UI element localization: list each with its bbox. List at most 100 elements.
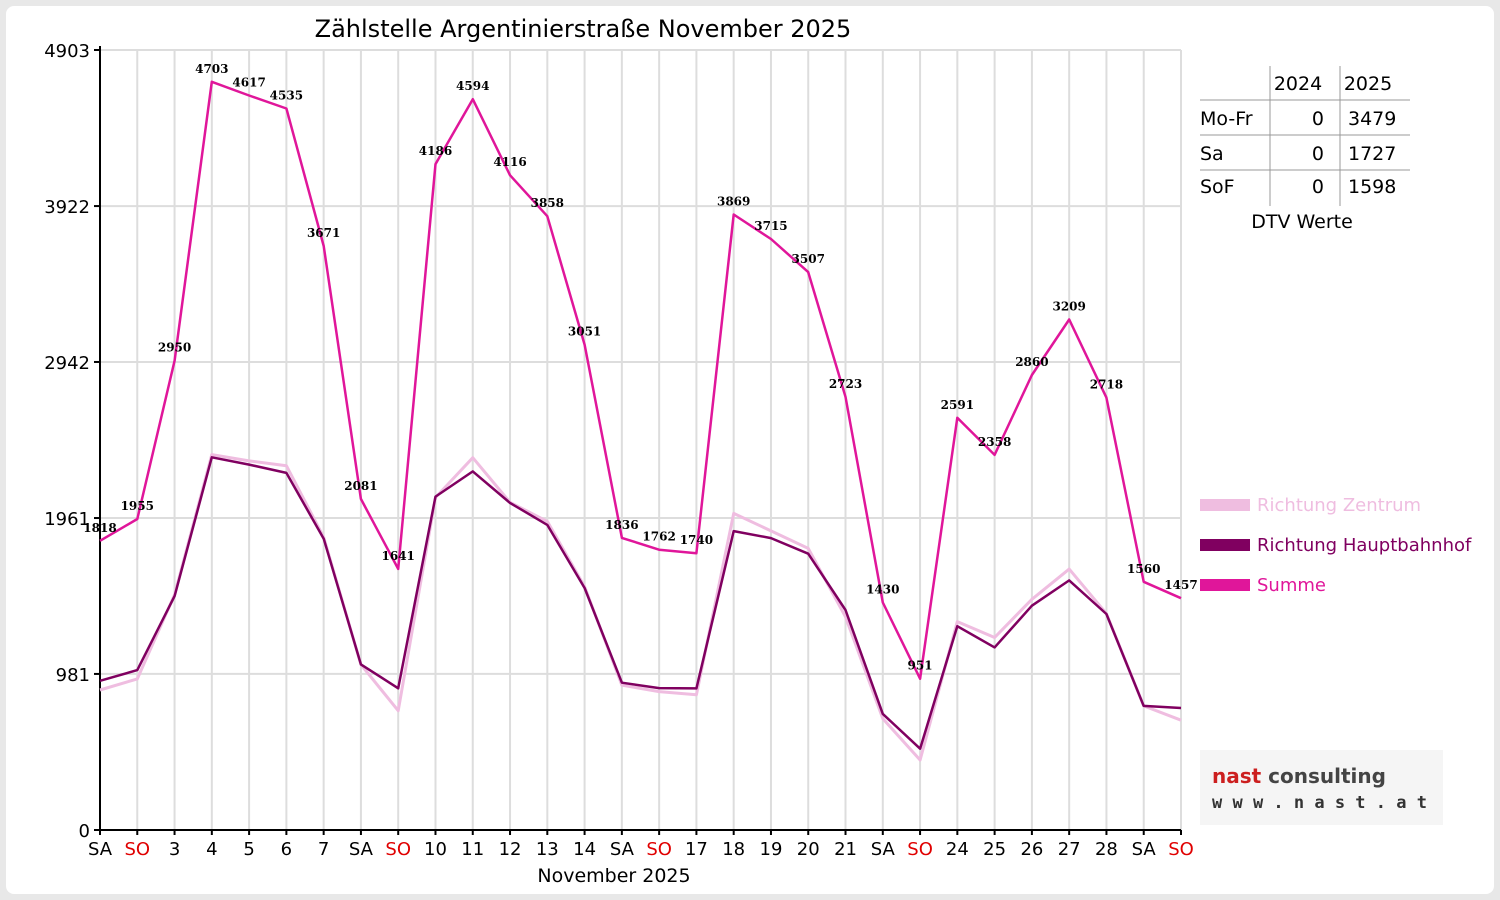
- x-tick-label: SO: [1168, 839, 1194, 860]
- data-label: 3869: [717, 194, 750, 208]
- data-label: 4116: [493, 155, 526, 169]
- x-tick-label: 12: [499, 839, 522, 860]
- data-label: 4535: [270, 89, 303, 103]
- data-label: 3671: [307, 226, 340, 240]
- svg-text:nast consulting: nast consulting: [1212, 764, 1386, 788]
- y-tick-label: 0: [79, 821, 90, 842]
- data-label: 1740: [680, 533, 713, 547]
- dtv-cell: 0: [1312, 176, 1324, 198]
- y-tick-label: 2942: [44, 353, 90, 374]
- dtv-table: 2024 2025 Mo-Fr 0 3479 Sa 0 1727 SoF 0 1…: [1200, 66, 1410, 233]
- data-labels: 1818 1955 2950 4703 4617 4535 3671 2081 1641 4186…: [83, 62, 1197, 673]
- x-tick-label: SA: [88, 839, 113, 860]
- x-tick-label: 4: [206, 839, 217, 860]
- x-tick-label: SA: [1132, 839, 1157, 860]
- x-tick-label: 20: [797, 839, 820, 860]
- data-label: 2358: [978, 435, 1011, 449]
- x-tick-label: 25: [983, 839, 1006, 860]
- data-label: 3209: [1052, 299, 1085, 313]
- x-tick-label: 14: [573, 839, 596, 860]
- x-tick-labels: SA SO 3 4 5 6 7 SA SO 10 11 12 13 14 SA SO 17 18 19 20 21 SA S…: [88, 839, 1194, 860]
- data-label: 3507: [792, 252, 825, 266]
- data-label: 4186: [419, 144, 452, 158]
- y-tick-label: 981: [56, 665, 90, 686]
- legend: Richtung Zentrum Richtung Hauptbahnhof S…: [1200, 495, 1472, 596]
- x-tick-label: 17: [685, 839, 708, 860]
- data-label: 1430: [866, 583, 899, 597]
- series-line-hauptbahnhof: [99, 456, 1182, 750]
- series-line-zentrum: [99, 453, 1182, 762]
- data-label: 2718: [1090, 378, 1123, 392]
- dtv-caption: DTV Werte: [1251, 211, 1353, 233]
- data-label: 2723: [829, 377, 862, 391]
- data-label: 2950: [158, 341, 191, 355]
- dtv-cell: 0: [1312, 108, 1324, 130]
- x-tick-label: 3: [169, 839, 180, 860]
- x-tick-label: 7: [318, 839, 329, 860]
- y-tick-label: 3922: [44, 197, 90, 218]
- dtv-row-label: Sa: [1200, 143, 1224, 165]
- data-label: 951: [908, 659, 933, 673]
- data-label: 4617: [232, 75, 265, 89]
- data-label: 1955: [121, 499, 154, 513]
- series-lines: [99, 80, 1182, 762]
- data-label: 2591: [941, 398, 974, 412]
- x-tick-label: SO: [385, 839, 411, 860]
- legend-label-summe: Summe: [1257, 575, 1326, 596]
- data-label: 4594: [456, 79, 489, 93]
- x-tick-label: SO: [124, 839, 150, 860]
- dtv-cell: 3479: [1348, 108, 1396, 130]
- y-tick-label: 4903: [44, 41, 90, 62]
- data-label: 2081: [344, 479, 377, 493]
- dtv-cell: 0: [1312, 143, 1324, 165]
- data-label: 1762: [642, 530, 675, 544]
- data-label: 1818: [83, 521, 116, 535]
- data-label: 1560: [1127, 562, 1160, 576]
- axes: [94, 46, 1182, 835]
- data-label: 3715: [754, 219, 787, 233]
- dtv-cell: 1598: [1348, 176, 1396, 198]
- y-tick-labels: 0 981 1961 2942 3922 4903: [44, 41, 90, 842]
- legend-swatch-summe: [1200, 579, 1250, 591]
- dtv-row-label: SoF: [1200, 176, 1235, 198]
- data-label: 2860: [1015, 355, 1048, 369]
- x-axis-title: November 2025: [537, 865, 690, 887]
- x-tick-label: SA: [871, 839, 896, 860]
- x-tick-label: 5: [243, 839, 254, 860]
- dtv-row-label: Mo-Fr: [1200, 108, 1253, 130]
- legend-swatch-hauptbahnhof: [1200, 539, 1250, 551]
- logo-word-nast: nast: [1212, 764, 1262, 788]
- x-tick-label: 18: [722, 839, 745, 860]
- legend-label-zentrum: Richtung Zentrum: [1257, 495, 1421, 516]
- data-label: 4703: [195, 62, 228, 76]
- chart-title: Zählstelle Argentinierstraße November 20…: [315, 15, 852, 43]
- series-line-summe: [99, 80, 1182, 680]
- x-tick-label: 26: [1020, 839, 1043, 860]
- x-tick-label: SA: [610, 839, 635, 860]
- x-tick-label: SO: [646, 839, 672, 860]
- x-tick-label: SA: [349, 839, 374, 860]
- y-tick-label: 1961: [44, 509, 90, 530]
- x-tick-label: 27: [1058, 839, 1081, 860]
- legend-label-hauptbahnhof: Richtung Hauptbahnhof: [1257, 535, 1472, 556]
- dtv-header-2024: 2024: [1274, 73, 1322, 95]
- nast-consulting-logo: nast consulting w w w . n a s t . a t: [1200, 750, 1443, 825]
- logo-url: w w w . n a s t . a t: [1212, 793, 1427, 813]
- x-tick-label: 11: [461, 839, 484, 860]
- x-tick-label: 13: [536, 839, 559, 860]
- legend-swatch-zentrum: [1200, 499, 1250, 511]
- grid: [99, 49, 1182, 831]
- x-tick-label: 24: [946, 839, 969, 860]
- logo-word-consulting: consulting: [1261, 764, 1386, 788]
- dtv-header-2025: 2025: [1344, 73, 1392, 95]
- dtv-cell: 1727: [1348, 143, 1396, 165]
- data-label: 1836: [605, 518, 638, 532]
- x-tick-label: 6: [281, 839, 292, 860]
- x-tick-label: 10: [424, 839, 447, 860]
- data-label: 1641: [382, 549, 415, 563]
- x-tick-label: 19: [760, 839, 783, 860]
- data-label: 1457: [1164, 578, 1197, 592]
- x-tick-label: 21: [834, 839, 857, 860]
- x-tick-label: 28: [1095, 839, 1118, 860]
